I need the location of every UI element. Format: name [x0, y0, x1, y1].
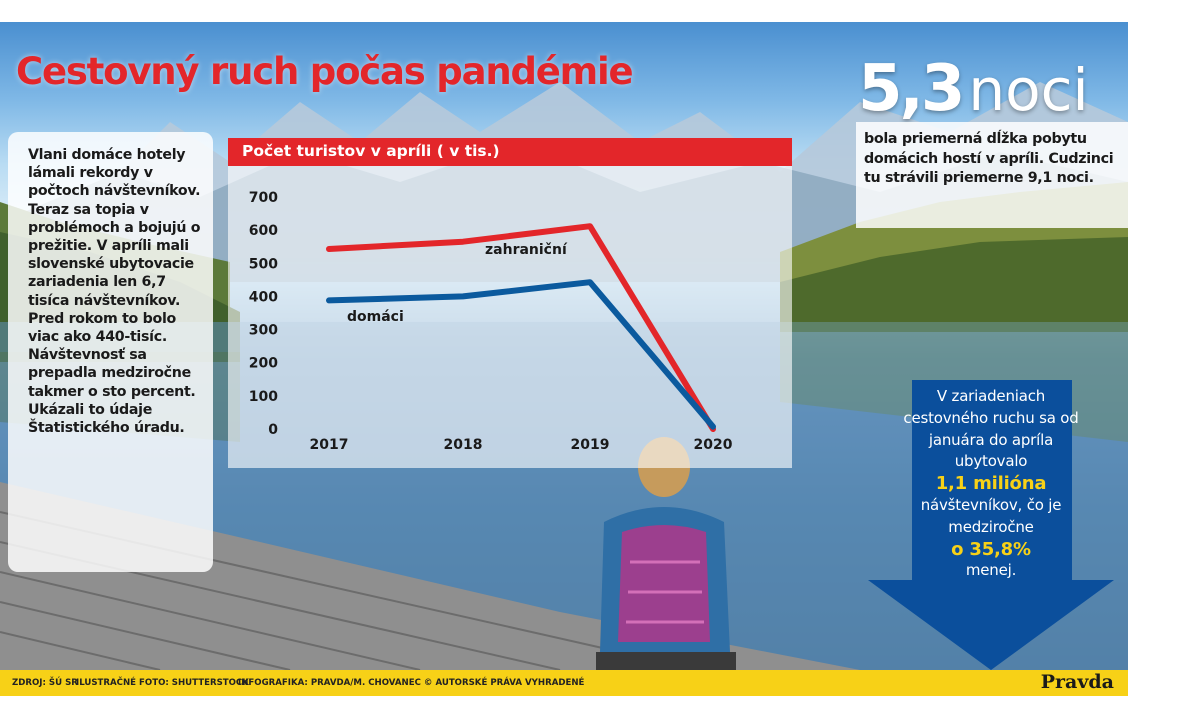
x-tick-label: 2018: [444, 437, 483, 453]
footer-source: ZDROJ: ŠÚ SR: [12, 678, 78, 688]
y-tick-label: 600: [249, 223, 278, 239]
y-tick-label: 100: [249, 389, 278, 405]
footer-infographic-credit: INFOGRAFIKA: PRAVDA/M. CHOVANEC © AUTORS…: [238, 678, 585, 688]
chart-title-bar: Počet turistov v apríli ( v tis.): [228, 138, 792, 166]
footer-photo-credit: ILUSTRAČNÉ FOTO: SHUTTERSTOCK: [76, 678, 249, 688]
headline: Cestovný ruch počas pandémie: [16, 50, 634, 93]
footer-bar: ZDROJ: ŠÚ SR ILUSTRAČNÉ FOTO: SHUTTERSTO…: [0, 670, 1128, 696]
y-tick-label: 700: [249, 190, 278, 206]
arrow-text-3: menej.: [965, 561, 1017, 580]
chart-title: Počet turistov v apríli ( v tis.): [242, 142, 500, 160]
y-tick-label: 300: [249, 323, 278, 339]
stat-text-panel: bola priemerná dĺžka pobytu domácich hos…: [856, 122, 1128, 228]
big-stat-number: 5,3: [858, 52, 965, 126]
series-label: zahraniční: [485, 242, 568, 258]
stat-text: bola priemerná dĺžka pobytu domácich hos…: [864, 131, 1114, 186]
arrow-text: V zariadeniach cestovného ruchu sa od ja…: [896, 386, 1086, 582]
x-tick-label: 2019: [571, 437, 610, 453]
arrow-highlight-percent: o 35,8%: [951, 538, 1031, 560]
series-line-foreign: [326, 223, 716, 432]
arrow-highlight-visitors: 1,1 milióna: [935, 473, 1047, 495]
arrow-text-2: návštevníkov, čo je medziročne: [920, 495, 1062, 536]
y-tick-label: 500: [249, 256, 278, 272]
pravda-logo: Pravda: [1040, 671, 1114, 693]
left-paragraph: Vlani domáce hotely lámali rekordy v poč…: [28, 147, 201, 437]
series-line-domestic: [326, 279, 716, 430]
big-stat: 5,3 noci: [858, 52, 1089, 126]
x-tick-label: 2017: [310, 437, 349, 453]
x-tick-label: 2020: [694, 437, 733, 453]
line-chart: 0 100 200 300 400 500 600 700 2017 2018 2019 2020 za…: [249, 190, 733, 453]
y-tick-label: 200: [249, 356, 278, 372]
big-stat-unit: noci: [968, 56, 1089, 124]
y-tick-label: 0: [268, 422, 278, 438]
series-label: domáci: [347, 309, 404, 325]
background-photo: Cestovný ruch počas pandémie Vlani domác…: [0, 22, 1128, 670]
y-tick-label: 400: [249, 289, 278, 305]
down-arrow-shape: [868, 380, 1114, 670]
arrow-text-1: V zariadeniach cestovného ruchu sa od ja…: [903, 387, 1079, 471]
left-text-panel: Vlani domáce hotely lámali rekordy v poč…: [8, 132, 213, 572]
